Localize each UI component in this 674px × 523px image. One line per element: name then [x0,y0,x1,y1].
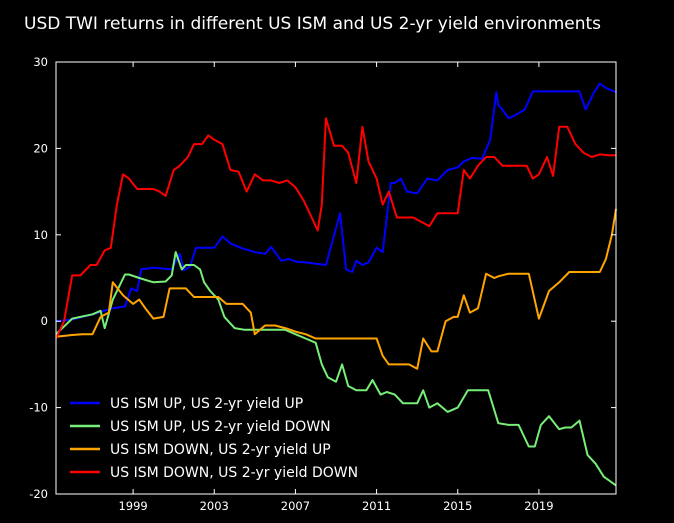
series-line-3 [55,117,616,339]
x-tick-label: 2011 [362,499,391,513]
legend-label-0: US ISM UP, US 2-yr yield UP [110,396,303,412]
y-tick-label: 30 [33,55,48,69]
plot-frame [55,61,617,495]
legend-label-1: US ISM UP, US 2-yr yield DOWN [110,419,331,435]
y-tick-label: 0 [41,314,48,328]
series-line-2 [55,208,617,370]
legend-label-2: US ISM DOWN, US 2-yr yield UP [110,442,331,458]
y-tick-label: -10 [29,401,48,415]
x-tick-label: 2003 [200,499,229,513]
axes: -20 -10 0 10 20 30 1999 2003 2007 2011 2015 2019 [29,55,616,513]
legend-label-3: US ISM DOWN, US 2-yr yield DOWN [110,465,358,481]
series-line-1 [55,251,617,487]
y-tick-label: 20 [33,141,48,155]
x-tick-label: 2019 [524,499,553,513]
plot-lines [55,82,617,487]
legend: US ISM UP, US 2-yr yield UP US ISM UP, US… [70,396,358,481]
y-tick-label: -20 [29,487,48,501]
x-tick-label: 1999 [118,499,147,513]
chart-title: USD TWI returns in different US ISM and … [24,14,602,34]
series-line-0 [55,82,617,323]
x-tick-label: 2007 [281,499,310,513]
y-tick-label: 10 [33,228,48,242]
x-tick-label: 2015 [443,499,472,513]
